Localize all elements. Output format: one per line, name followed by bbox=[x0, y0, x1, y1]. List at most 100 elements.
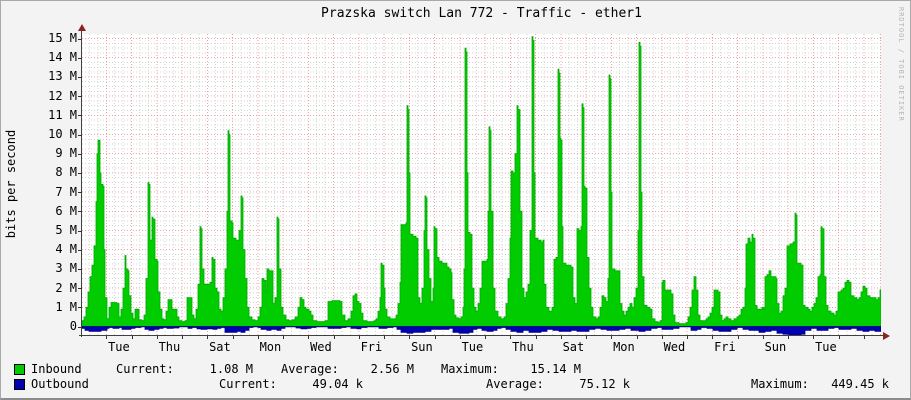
y-tick-mark bbox=[78, 38, 82, 40]
outbound-color-swatch bbox=[14, 379, 25, 390]
x-tick-label: Thu bbox=[158, 340, 181, 354]
x-tick-mark bbox=[661, 336, 663, 339]
traffic-area-chart bbox=[82, 34, 881, 336]
y-tick-mark bbox=[78, 153, 82, 155]
outbound-label: Outbound bbox=[31, 377, 89, 391]
x-tick-label: Wed bbox=[663, 340, 686, 354]
y-tick-mark bbox=[78, 307, 82, 309]
y-tick-label: 0 bbox=[69, 319, 77, 333]
y-axis-line bbox=[81, 30, 82, 337]
x-tick-mark bbox=[485, 336, 487, 339]
x-tick-label: Mon bbox=[259, 340, 282, 354]
x-tick-mark bbox=[737, 336, 739, 339]
x-tick-label: Sun bbox=[411, 340, 433, 354]
y-tick-mark bbox=[78, 96, 82, 98]
y-tick-mark bbox=[78, 192, 82, 194]
y-tick-mark bbox=[78, 268, 82, 270]
inbound-average-value: 2.56 M bbox=[370, 362, 414, 376]
x-tick-mark bbox=[459, 336, 461, 339]
y-tick-label: 14 M bbox=[48, 50, 77, 65]
x-tick-mark bbox=[863, 336, 865, 339]
x-tick-mark bbox=[611, 336, 613, 339]
x-tick-mark bbox=[358, 336, 360, 339]
x-tick-mark bbox=[156, 336, 158, 339]
y-tick-mark bbox=[78, 172, 82, 174]
x-tick-mark bbox=[131, 336, 133, 339]
rrdtool-watermark: RRDTOOL / TOBI OETIKER bbox=[897, 7, 905, 122]
x-tick-mark bbox=[434, 336, 436, 339]
inbound-label: Inbound bbox=[31, 362, 82, 376]
outbound-average-value: 75.12 k bbox=[579, 377, 630, 391]
y-tick-label: 10 M bbox=[48, 127, 77, 141]
inbound-area-series bbox=[82, 36, 881, 327]
x-tick-label: Fri bbox=[714, 340, 736, 354]
outbound-area-series bbox=[82, 326, 881, 336]
y-tick-label: 6 M bbox=[55, 203, 77, 218]
x-tick-mark bbox=[106, 336, 108, 339]
x-tick-label: Sat bbox=[562, 340, 585, 354]
y-tick-label: 5 M bbox=[55, 223, 77, 237]
y-tick-mark bbox=[78, 76, 82, 78]
x-tick-label: Fri bbox=[360, 340, 383, 354]
inbound-current-label: Current: bbox=[116, 362, 174, 376]
x-tick-mark bbox=[586, 336, 588, 339]
y-tick-label: 2 M bbox=[55, 280, 77, 295]
x-tick-mark bbox=[384, 336, 386, 339]
y-tick-label: 12 M bbox=[48, 88, 77, 103]
outbound-maximum-label: Maximum: bbox=[751, 377, 809, 391]
y-axis-arrow-icon bbox=[78, 24, 86, 31]
x-tick-mark bbox=[257, 336, 259, 339]
y-tick-mark bbox=[78, 230, 82, 232]
x-tick-mark bbox=[232, 336, 234, 339]
plot-area bbox=[82, 34, 881, 336]
y-tick-label: 9 M bbox=[55, 146, 77, 161]
chart-title: Prazska switch Lan 772 - Traffic - ether… bbox=[321, 6, 642, 21]
y-tick-label: 13 M bbox=[48, 69, 77, 84]
x-tick-mark bbox=[409, 336, 411, 339]
x-tick-mark bbox=[333, 336, 335, 339]
x-tick-mark bbox=[838, 336, 840, 339]
y-tick-mark bbox=[78, 211, 82, 213]
outbound-maximum-value: 449.45 k bbox=[831, 377, 889, 391]
y-tick-mark bbox=[78, 288, 82, 290]
y-tick-label: 4 M bbox=[55, 242, 77, 257]
x-tick-mark bbox=[283, 336, 285, 339]
x-axis-arrow-icon bbox=[883, 332, 890, 340]
y-tick-label: 7 M bbox=[55, 184, 77, 199]
inbound-color-swatch bbox=[14, 364, 25, 375]
x-tick-mark bbox=[560, 336, 562, 339]
x-tick-mark bbox=[308, 336, 310, 339]
inbound-maximum-value: 15.14 M bbox=[530, 362, 581, 376]
x-tick-mark bbox=[510, 336, 512, 339]
x-tick-mark bbox=[712, 336, 714, 339]
outbound-current-value: 49.04 k bbox=[312, 377, 363, 391]
x-tick-label: Tue bbox=[461, 340, 484, 354]
outbound-average-label: Average: bbox=[486, 377, 544, 391]
x-tick-mark bbox=[788, 336, 790, 339]
y-tick-mark bbox=[78, 326, 82, 328]
x-tick-mark bbox=[535, 336, 537, 339]
inbound-current-value: 1.08 M bbox=[209, 362, 253, 376]
inbound-average-label: Average: bbox=[281, 362, 339, 376]
y-tick-mark bbox=[78, 115, 82, 117]
y-tick-mark bbox=[78, 57, 82, 59]
x-tick-mark bbox=[182, 336, 184, 339]
x-axis-line bbox=[79, 335, 884, 336]
inbound-maximum-label: Maximum: bbox=[441, 362, 499, 376]
y-tick-label: 8 M bbox=[55, 165, 77, 180]
x-tick-mark bbox=[687, 336, 689, 339]
x-tick-mark bbox=[207, 336, 209, 339]
y-tick-label: 15 M bbox=[48, 31, 77, 45]
x-tick-label: Sat bbox=[209, 340, 231, 354]
y-tick-label: 3 M bbox=[55, 261, 77, 276]
y-tick-label: 1 M bbox=[55, 299, 77, 314]
x-tick-label: Thu bbox=[512, 340, 534, 354]
outbound-current-label: Current: bbox=[219, 377, 277, 391]
y-tick-mark bbox=[78, 134, 82, 136]
x-tick-label: Tue bbox=[108, 340, 130, 354]
x-tick-label: Sun bbox=[764, 340, 787, 354]
y-tick-label: 11 M bbox=[48, 107, 77, 122]
x-tick-mark bbox=[636, 336, 638, 339]
x-tick-label: Mon bbox=[613, 340, 635, 354]
